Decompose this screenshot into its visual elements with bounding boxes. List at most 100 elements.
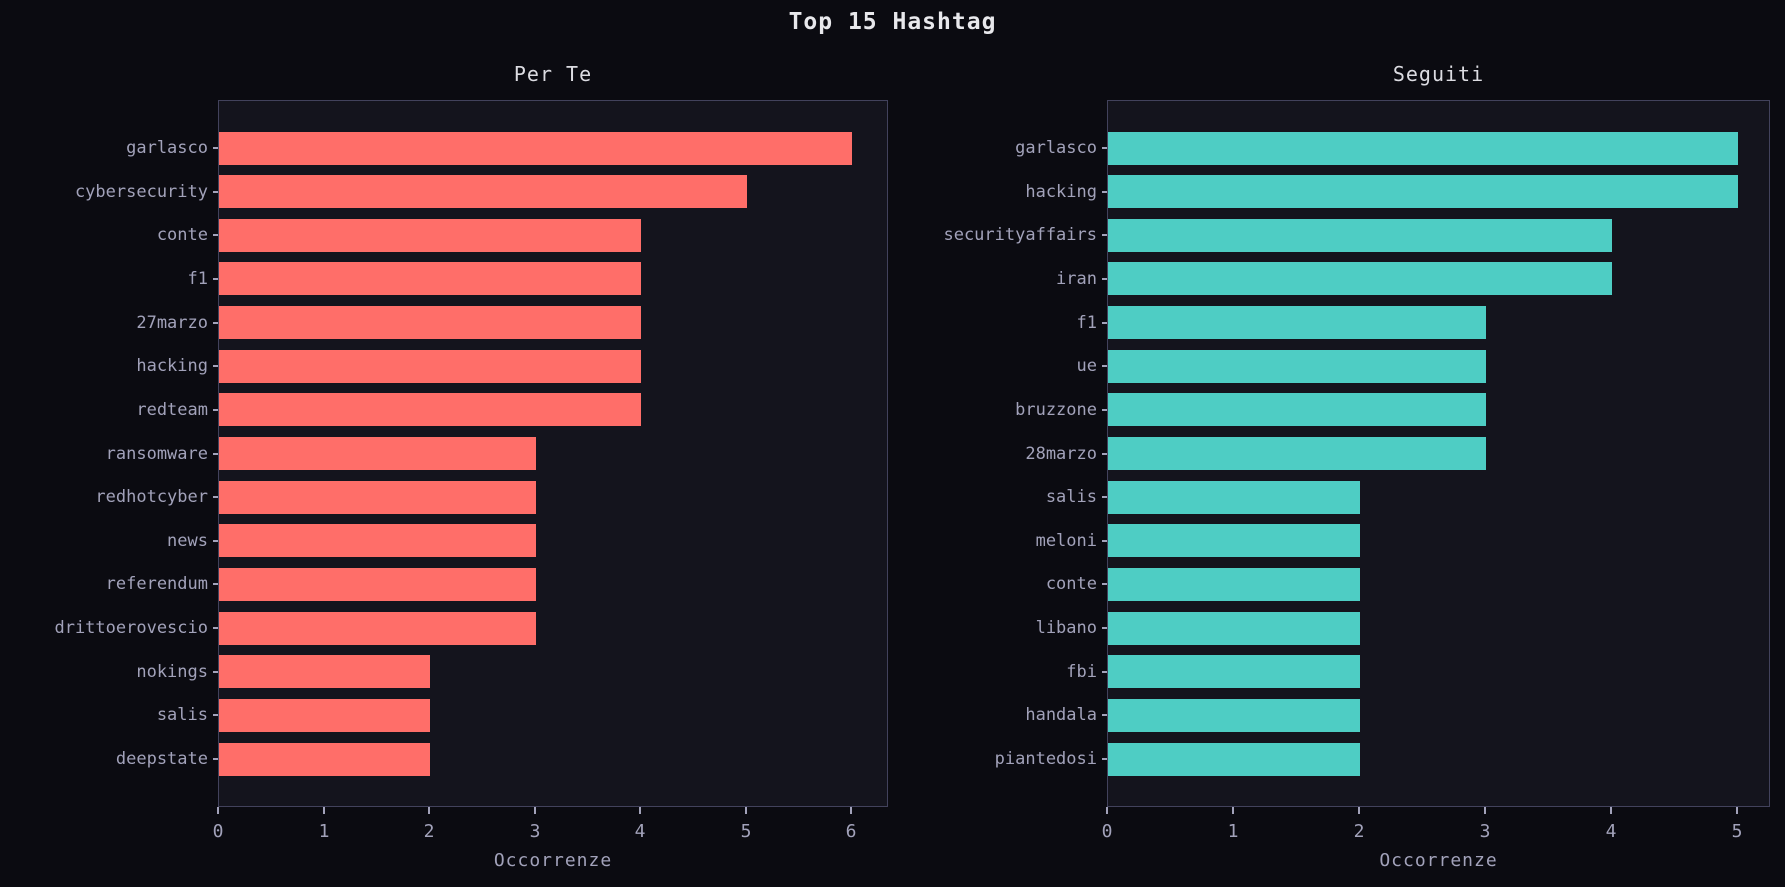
bar-handala xyxy=(1108,699,1360,732)
xtick-mark xyxy=(428,807,430,814)
xtick-label-4: 4 xyxy=(634,821,646,842)
figure-title: Top 15 Hashtag xyxy=(788,9,997,35)
bar-28marzo xyxy=(1108,437,1486,470)
bar-garlasco xyxy=(219,132,852,165)
bar-deepstate xyxy=(219,743,430,776)
xtick-label-1: 1 xyxy=(318,821,330,842)
ytick-mark xyxy=(1102,409,1107,411)
bar-piantedosi xyxy=(1108,743,1360,776)
xtick-label-0: 0 xyxy=(1101,821,1113,842)
ytick-label-salis: salis xyxy=(1045,487,1097,507)
ytick-label-referendum: referendum xyxy=(105,574,208,594)
xtick-label-5: 5 xyxy=(740,821,752,842)
ytick-mark xyxy=(213,714,218,716)
ytick-mark xyxy=(213,234,218,236)
bar-conte xyxy=(1108,568,1360,601)
xtick-mark xyxy=(850,807,852,814)
xtick-mark xyxy=(217,807,219,814)
bar-conte xyxy=(219,219,641,252)
bar-ransomware xyxy=(219,437,536,470)
ytick-label-hacking: hacking xyxy=(1025,182,1097,202)
bar-bruzzone xyxy=(1108,393,1486,426)
ytick-label-garlasco: garlasco xyxy=(126,138,208,158)
xtick-label-2: 2 xyxy=(423,821,435,842)
subplot-title: Per Te xyxy=(513,62,593,86)
ytick-label-drittoerovescio: drittoerovescio xyxy=(54,618,208,638)
ytick-mark xyxy=(213,627,218,629)
ytick-mark xyxy=(213,409,218,411)
bar-f1 xyxy=(219,262,641,295)
bar-salis xyxy=(219,699,430,732)
xtick-label-6: 6 xyxy=(845,821,857,842)
bar-referendum xyxy=(219,568,536,601)
xtick-label-0: 0 xyxy=(212,821,224,842)
ytick-mark xyxy=(213,191,218,193)
ytick-mark xyxy=(1102,758,1107,760)
ytick-label-deepstate: deepstate xyxy=(115,749,208,769)
bar-news xyxy=(219,524,536,557)
bar-drittoerovescio xyxy=(219,612,536,645)
x-axis-label: Occorrenze xyxy=(493,850,613,871)
ytick-label-fbi: fbi xyxy=(1066,662,1097,682)
subplot-title: Seguiti xyxy=(1392,62,1485,86)
bar-hacking xyxy=(219,350,641,383)
ytick-label-27marzo: 27marzo xyxy=(136,313,208,333)
ytick-mark xyxy=(213,453,218,455)
bar-garlasco xyxy=(1108,132,1738,165)
ytick-mark xyxy=(213,583,218,585)
ytick-mark xyxy=(1102,191,1107,193)
bar-salis xyxy=(1108,481,1360,514)
ytick-label-conte: conte xyxy=(156,225,208,245)
xtick-mark xyxy=(1736,807,1738,814)
xtick-label-1: 1 xyxy=(1227,821,1239,842)
ytick-label-libano: libano xyxy=(1035,618,1097,638)
ytick-mark xyxy=(1102,627,1107,629)
ytick-mark xyxy=(213,540,218,542)
ytick-label-ransomware: ransomware xyxy=(105,444,208,464)
ytick-label-cybersecurity: cybersecurity xyxy=(74,182,208,202)
ytick-label-nokings: nokings xyxy=(136,662,208,682)
bar-fbi xyxy=(1108,655,1360,688)
xtick-label-3: 3 xyxy=(1479,821,1491,842)
ytick-mark xyxy=(1102,365,1107,367)
ytick-mark xyxy=(1102,322,1107,324)
ytick-label-conte: conte xyxy=(1045,574,1097,594)
xtick-mark xyxy=(534,807,536,814)
ytick-label-bruzzone: bruzzone xyxy=(1015,400,1097,420)
ytick-mark xyxy=(1102,496,1107,498)
xtick-label-2: 2 xyxy=(1353,821,1365,842)
bar-redhotcyber xyxy=(219,481,536,514)
xtick-mark xyxy=(639,807,641,814)
ytick-mark xyxy=(213,322,218,324)
ytick-label-piantedosi: piantedosi xyxy=(994,749,1097,769)
ytick-label-handala: handala xyxy=(1025,705,1097,725)
xtick-mark xyxy=(1484,807,1486,814)
ytick-mark xyxy=(213,278,218,280)
ytick-label-redhotcyber: redhotcyber xyxy=(95,487,208,507)
ytick-mark xyxy=(213,496,218,498)
bar-nokings xyxy=(219,655,430,688)
ytick-label-f1: f1 xyxy=(187,269,208,289)
xtick-label-3: 3 xyxy=(529,821,541,842)
xtick-mark xyxy=(323,807,325,814)
xtick-mark xyxy=(1358,807,1360,814)
ytick-label-iran: iran xyxy=(1056,269,1097,289)
bar-meloni xyxy=(1108,524,1360,557)
ytick-mark xyxy=(1102,714,1107,716)
xtick-mark xyxy=(1610,807,1612,814)
ytick-label-f1: f1 xyxy=(1076,313,1097,333)
xtick-mark xyxy=(1106,807,1108,814)
ytick-mark xyxy=(1102,583,1107,585)
bar-redteam xyxy=(219,393,641,426)
ytick-mark xyxy=(1102,147,1107,149)
bar-27marzo xyxy=(219,306,641,339)
xtick-mark xyxy=(1232,807,1234,814)
ytick-mark xyxy=(1102,671,1107,673)
xtick-label-4: 4 xyxy=(1605,821,1617,842)
xtick-label-5: 5 xyxy=(1731,821,1743,842)
ytick-label-salis: salis xyxy=(156,705,208,725)
bar-ue xyxy=(1108,350,1486,383)
ytick-mark xyxy=(213,365,218,367)
bar-cybersecurity xyxy=(219,175,747,208)
ytick-mark xyxy=(213,758,218,760)
